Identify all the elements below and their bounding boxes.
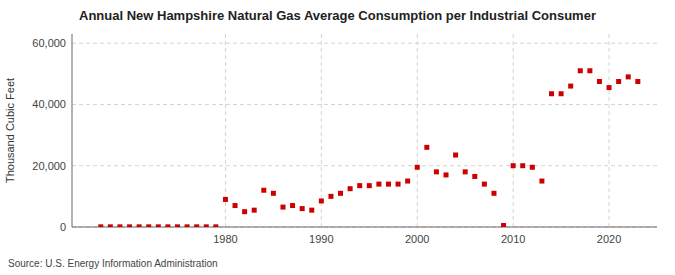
y-axis-line (72, 34, 73, 227)
ticks: 0 20,000 40,000 60,000 1980 1990 2000 2010 2020 (32, 37, 621, 245)
point (549, 91, 554, 96)
point (108, 224, 113, 227)
point (520, 163, 525, 168)
point (213, 224, 218, 227)
point (434, 169, 439, 174)
point (559, 91, 564, 96)
point (98, 224, 103, 227)
point (280, 205, 285, 210)
y-axis-label: Thousand Cubic Feet (4, 78, 16, 183)
point (242, 209, 247, 214)
point (530, 165, 535, 170)
x-grid-line (513, 34, 514, 227)
point (175, 224, 180, 227)
point (444, 172, 449, 177)
point (338, 191, 343, 196)
point (223, 197, 228, 202)
point (348, 186, 353, 191)
point (252, 208, 257, 213)
point (137, 224, 142, 227)
point (539, 179, 544, 184)
point (357, 183, 362, 188)
y-grid-line (72, 165, 657, 166)
y-tick-label: 0 (60, 221, 66, 233)
points (98, 68, 640, 227)
point (300, 206, 305, 211)
x-tick-label: 2020 (597, 233, 621, 245)
point (472, 174, 477, 179)
point (127, 224, 132, 227)
point (185, 224, 190, 227)
point (165, 224, 170, 227)
x-tick-label: 2010 (501, 233, 525, 245)
point (482, 182, 487, 187)
point (635, 79, 640, 84)
point (233, 203, 238, 208)
x-tick-label: 1990 (309, 233, 333, 245)
point (146, 224, 151, 227)
point (491, 191, 496, 196)
y-tick-label: 60,000 (32, 37, 66, 49)
x-grid-line (609, 34, 610, 227)
x-grid-line (417, 34, 418, 227)
point (309, 208, 314, 213)
point (367, 183, 372, 188)
x-tick-label: 2000 (405, 233, 429, 245)
point (194, 224, 199, 227)
point (578, 68, 583, 73)
point (156, 224, 161, 227)
point (511, 163, 516, 168)
title: Annual New Hampshire Natural Gas Average… (79, 8, 596, 23)
point (597, 79, 602, 84)
point (386, 182, 391, 187)
point (396, 182, 401, 187)
chart: Annual New Hampshire Natural Gas Average… (0, 0, 675, 275)
point (290, 203, 295, 208)
point (501, 223, 506, 227)
source-note: Source: U.S. Energy Information Administ… (8, 258, 218, 269)
point (204, 224, 209, 227)
y-tick-label: 40,000 (32, 98, 66, 110)
x-tick-label: 1980 (213, 233, 237, 245)
point (117, 224, 122, 227)
point (271, 191, 276, 196)
y-grid-line (72, 104, 657, 105)
point (376, 182, 381, 187)
point (328, 194, 333, 199)
point (415, 165, 420, 170)
x-grid-line (321, 34, 322, 227)
point (568, 84, 573, 89)
point (616, 79, 621, 84)
point (261, 188, 266, 193)
y-grid-line (72, 43, 657, 44)
point (626, 74, 631, 79)
point (424, 145, 429, 150)
point (405, 179, 410, 184)
grid (72, 34, 657, 227)
point (587, 68, 592, 73)
point (607, 85, 612, 90)
point (463, 169, 468, 174)
point (453, 153, 458, 158)
y-tick-label: 20,000 (32, 160, 66, 172)
point (319, 198, 324, 203)
